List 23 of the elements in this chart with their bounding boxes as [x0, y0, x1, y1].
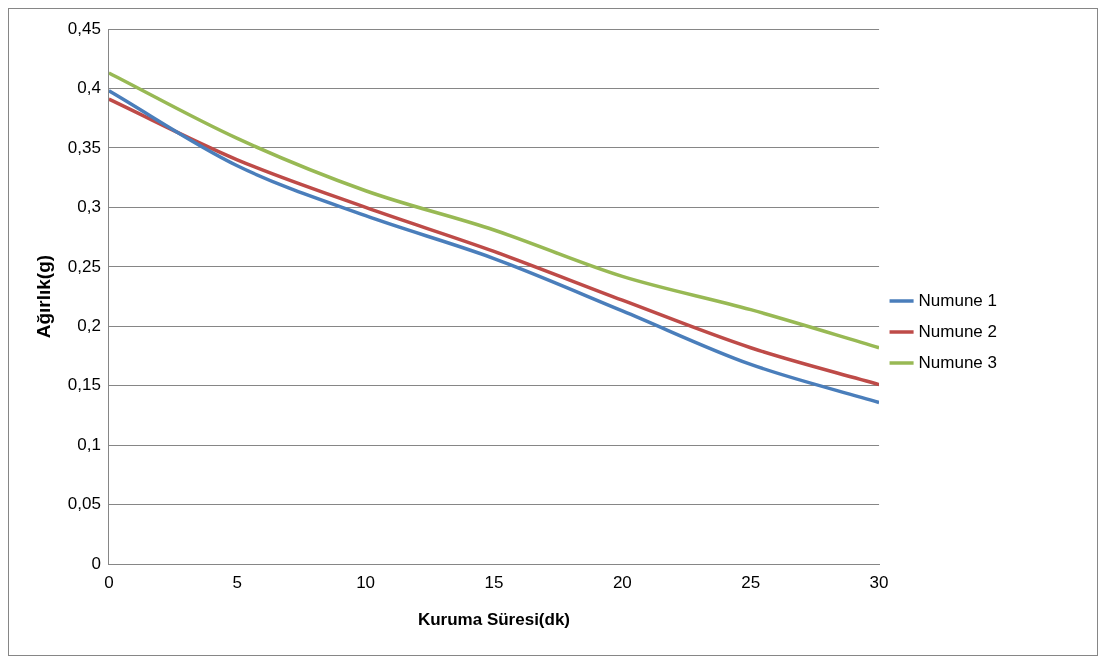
x-tick-label: 30 — [869, 573, 889, 593]
y-tick-label: 0,1 — [77, 434, 101, 454]
x-tick-label: 5 — [232, 573, 242, 593]
legend-label: Numune 3 — [918, 352, 997, 372]
x-tick-label: 15 — [484, 573, 504, 593]
y-tick-label: 0,4 — [77, 78, 101, 98]
y-tick-label: 0,25 — [67, 256, 101, 276]
y-axis-title: Ağırlık(g) — [32, 254, 54, 339]
y-tick-label: 0,15 — [67, 375, 101, 395]
x-tick-label: 25 — [741, 573, 761, 593]
line-series — [108, 71, 880, 350]
x-tick-label: 20 — [612, 573, 632, 593]
x-tick-label: 0 — [104, 573, 114, 593]
legend-label: Numune 2 — [918, 321, 997, 341]
y-tick-label: 0,3 — [77, 197, 101, 217]
y-tick-label: 0 — [91, 553, 101, 573]
x-tick-label: 10 — [356, 573, 376, 593]
y-tick-label: 0,45 — [67, 18, 101, 38]
x-axis-title: Kuruma Süresi(dk) — [417, 610, 571, 630]
y-tick-label: 0,2 — [77, 316, 101, 336]
y-tick-label: 0,35 — [67, 137, 101, 157]
legend-label: Numune 1 — [918, 290, 997, 310]
y-tick-label: 0,05 — [67, 494, 101, 514]
